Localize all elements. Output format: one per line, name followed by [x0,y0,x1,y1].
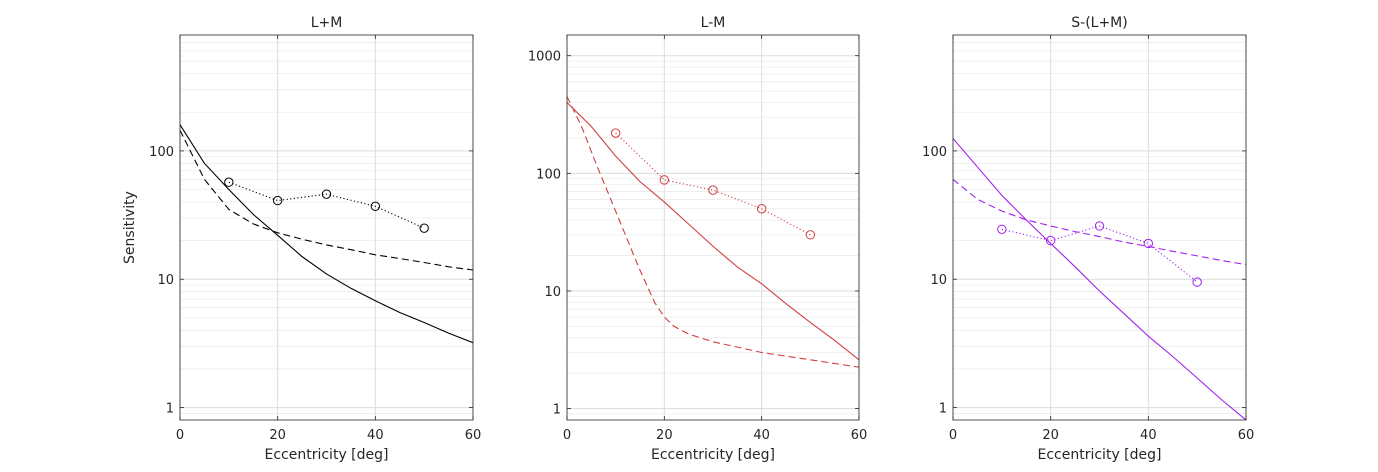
series-line-dashed [567,96,859,368]
series-group [567,96,859,368]
x-axis-label: Eccentricity [deg] [265,447,389,463]
x-axis-label: Eccentricity [deg] [651,447,775,463]
data-point [1143,238,1154,249]
data-point [321,189,332,199]
y-tick-label: 100 [536,167,561,182]
series-line-dotted-markers [228,181,425,229]
panel-title: L+M [311,15,343,31]
x-tick-label: 20 [656,428,673,443]
x-tick-label: 20 [269,428,286,443]
data-point [997,224,1007,234]
data-point [805,230,816,240]
axes-box [566,34,860,421]
panel-title: L-M [701,15,726,31]
y-tick-label: 100 [149,145,174,160]
plot-area [953,35,1246,420]
plot-area [567,35,859,420]
y-tick-label: 1 [939,402,947,417]
y-tick-label: 100 [922,145,947,160]
x-tick-label: 40 [753,428,770,443]
data-point [1192,277,1202,287]
data-point [419,223,429,233]
series-line-dashed [953,178,1246,266]
series-line-dotted-markers [615,132,811,236]
data-point [1094,221,1105,231]
plot-area [180,35,473,420]
y-tick-label: 10 [930,273,947,288]
x-tick-label: 40 [367,428,384,443]
data-point [1045,235,1056,246]
axes-box [952,34,1247,421]
x-tick-label: 60 [851,428,868,443]
y-axis-label: Sensitivity [122,191,138,264]
x-tick-label: 0 [563,428,571,443]
panel-3: 0 20 40 60 1 10 100 S-(L+M) Eccentricity [deg] [922,15,1254,463]
series-line-dashed [180,129,473,271]
x-tick-label: 40 [1140,428,1157,443]
data-point [272,195,283,206]
data-point [370,201,381,212]
series-group [180,124,473,344]
y-tick-label: 1 [553,403,561,418]
x-tick-label: 0 [949,428,957,443]
x-tick-label: 20 [1042,428,1059,443]
series-line-dotted-markers [1001,225,1198,283]
x-axis-label: Eccentricity [deg] [1038,447,1162,463]
axes-box [179,34,474,421]
panel-1: 0 20 40 60 1 10 100 L+M Eccentricity [deg] Sensit… [122,15,481,463]
y-tick-label: 1 [166,402,174,417]
x-tick-label: 0 [176,428,184,443]
x-tick-label: 60 [465,428,482,443]
data-point [659,175,670,185]
series-line-solid [953,138,1246,420]
series-group [953,138,1246,420]
series-line-solid [180,124,473,344]
panel-2: 0 20 40 60 1 10 100 1000 L-M Eccentricity [deg] [528,15,867,463]
y-tick-label: 1000 [528,50,561,65]
data-point [224,177,234,187]
series-line-solid [567,102,859,361]
y-tick-label: 10 [157,273,174,288]
y-tick-label: 10 [544,285,561,300]
x-tick-label: 60 [1238,428,1255,443]
panel-title: S-(L+M) [1071,15,1127,31]
data-point [756,204,767,214]
data-point [610,128,621,138]
data-point [708,185,718,195]
